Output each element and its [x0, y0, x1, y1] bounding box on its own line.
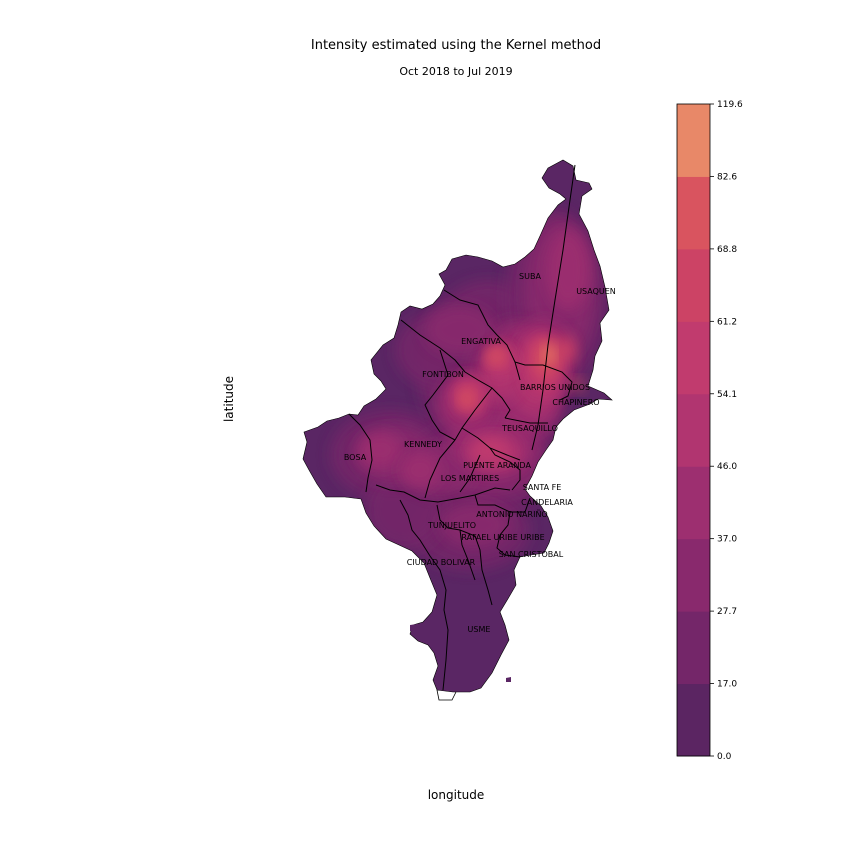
colorbar-tick-label: 0.0 — [717, 752, 732, 762]
district-border — [443, 289, 521, 381]
heat-contour — [358, 432, 402, 468]
colorbar-tick-label: 27.7 — [717, 607, 737, 617]
colorbar-level — [677, 538, 710, 612]
heat-contour — [470, 437, 510, 463]
district-border — [464, 371, 511, 419]
district-label: TUNJUELITO — [427, 521, 476, 530]
colorbar-tick-label: 46.0 — [717, 462, 737, 472]
district-border — [348, 413, 373, 493]
colorbar: 0.0 17.0 27.7 37.0 46.0 54.1 61.2 68.8 82.6 119.6 — [676, 100, 743, 762]
district-label: USME — [468, 625, 491, 634]
district-border — [531, 164, 576, 451]
district-label: ANTONIO NARIÑO — [476, 509, 547, 519]
district-border — [474, 494, 531, 513]
colorbar-level — [677, 683, 710, 757]
outlying-patch — [410, 624, 418, 631]
heat-contour — [544, 346, 554, 362]
district-label: SUBA — [519, 272, 541, 281]
district-label: KENNEDY — [404, 440, 442, 449]
district-label: ENGATIVA — [461, 337, 501, 346]
district-label: CIUDAD BOLIVAR — [407, 558, 476, 567]
district-label: FONTIBON — [422, 370, 464, 379]
south-tip-outline — [436, 689, 457, 701]
district-borders — [348, 164, 576, 691]
colorbar-tick-label: 119.6 — [717, 100, 743, 110]
district-border — [454, 387, 493, 441]
heat-contour — [425, 305, 495, 355]
colorbar-tick-label: 37.0 — [717, 535, 737, 545]
district-border — [424, 439, 456, 499]
heat-contour — [460, 390, 472, 406]
colorbar-tick-label: 54.1 — [717, 390, 737, 400]
district-label: SAN CRISTOBAL — [499, 550, 564, 559]
district-label: CANDELARIA — [521, 498, 573, 507]
district-border — [424, 349, 456, 441]
outlying-patch — [506, 677, 511, 682]
heat-contour — [440, 503, 510, 547]
district-border — [496, 511, 521, 558]
heat-contour — [488, 350, 502, 364]
district-border — [375, 484, 511, 503]
y-axis-label: latitude — [222, 376, 236, 422]
colorbar-level — [677, 176, 710, 250]
city-map: SUBA USAQUEN ENGATIVA FONTIBON BARRIOS UNIDO… — [302, 159, 616, 701]
heat-contour — [546, 230, 590, 310]
district-labels: SUBA USAQUEN ENGATIVA FONTIBON BARRIOS UNIDO… — [344, 272, 616, 634]
district-label: USAQUEN — [576, 287, 616, 296]
district-border — [514, 361, 573, 401]
colorbar-level — [677, 466, 710, 540]
district-label: BOSA — [344, 453, 367, 462]
district-label: BARRIOS UNIDOS — [520, 383, 590, 392]
district-label: LOS MARTIRES — [441, 474, 499, 483]
district-border — [504, 417, 548, 424]
colorbar-frame — [676, 103, 711, 757]
colorbar-level — [677, 248, 710, 322]
district-label: CHAPINERO — [552, 398, 599, 407]
district-label: TEUSAQUILLO — [501, 424, 558, 433]
figure-subtitle: Oct 2018 to Jul 2019 — [399, 65, 512, 78]
colorbar-level — [677, 393, 710, 467]
district-border — [399, 499, 449, 691]
district-border — [400, 319, 466, 373]
colorbar-level — [677, 611, 710, 685]
district-border — [459, 454, 481, 493]
district-border — [436, 504, 493, 606]
district-label: PUENTE ARANDA — [463, 461, 531, 470]
colorbar-tick-label: 82.6 — [717, 172, 737, 182]
x-axis-label: longitude — [428, 788, 485, 802]
district-label: RAFAEL URIBE URIBE — [461, 533, 544, 542]
figure-title: Intensity estimated using the Kernel met… — [311, 38, 601, 53]
heat-contour — [572, 379, 584, 391]
district-label: SANTA FE — [523, 483, 562, 492]
colorbar-tick-label: 68.8 — [717, 245, 737, 255]
colorbar-level — [677, 321, 710, 395]
colorbar-tick-label: 61.2 — [717, 317, 737, 327]
intensity-heat-layer — [330, 210, 605, 570]
heat-contour — [556, 336, 576, 364]
colorbar-level — [677, 104, 710, 177]
colorbar-tick-label: 17.0 — [717, 680, 737, 690]
district-border — [459, 529, 476, 581]
district-border — [489, 447, 521, 491]
